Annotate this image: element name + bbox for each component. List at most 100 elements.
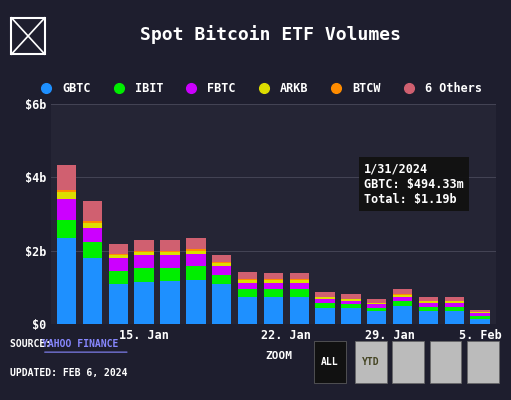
Bar: [341, 308, 361, 324]
Bar: [393, 297, 412, 301]
Bar: [471, 310, 490, 312]
Bar: [315, 297, 335, 299]
Text: ARKB: ARKB: [280, 82, 309, 94]
Bar: [134, 282, 154, 324]
Bar: [290, 289, 309, 296]
Bar: [109, 255, 128, 258]
Bar: [212, 266, 231, 274]
Bar: [445, 297, 464, 301]
Bar: [57, 220, 76, 238]
Bar: [393, 295, 412, 297]
Bar: [238, 282, 257, 289]
Bar: [160, 251, 180, 252]
Bar: [83, 201, 102, 221]
Bar: [57, 164, 76, 190]
Bar: [264, 273, 283, 279]
Text: GBTC: GBTC: [62, 82, 91, 94]
Bar: [109, 271, 128, 284]
Bar: [160, 255, 180, 268]
Bar: [238, 289, 257, 296]
Bar: [315, 308, 335, 324]
Text: ALL: ALL: [321, 357, 339, 367]
Bar: [367, 303, 386, 304]
Bar: [315, 292, 335, 296]
Bar: [290, 283, 309, 289]
Bar: [238, 296, 257, 324]
Bar: [341, 294, 361, 298]
Bar: [109, 258, 128, 271]
Text: YTD: YTD: [362, 357, 380, 367]
Bar: [341, 300, 361, 304]
Bar: [445, 303, 464, 307]
FancyBboxPatch shape: [467, 342, 499, 383]
Bar: [445, 301, 464, 303]
Text: 1/31/2024
GBTC: $494.33m
Total: $1.19b: 1/31/2024 GBTC: $494.33m Total: $1.19b: [364, 163, 463, 206]
Bar: [57, 238, 76, 324]
Text: BTCW: BTCW: [353, 82, 381, 94]
Text: YAHOO FINANCE: YAHOO FINANCE: [42, 339, 118, 349]
Bar: [83, 242, 102, 258]
Bar: [238, 279, 257, 280]
Bar: [419, 301, 438, 303]
Text: Spot Bitcoin ETF Volumes: Spot Bitcoin ETF Volumes: [141, 25, 401, 44]
Bar: [393, 289, 412, 294]
Bar: [109, 284, 128, 324]
Bar: [160, 268, 180, 281]
Bar: [393, 306, 412, 324]
Bar: [264, 282, 283, 289]
Bar: [315, 299, 335, 303]
FancyBboxPatch shape: [392, 342, 424, 383]
Bar: [290, 280, 309, 283]
Bar: [109, 254, 128, 255]
Bar: [57, 199, 76, 220]
Text: UPDATED: FEB 6, 2024: UPDATED: FEB 6, 2024: [10, 368, 128, 378]
Text: IBIT: IBIT: [135, 82, 164, 94]
Bar: [419, 303, 438, 307]
Bar: [367, 311, 386, 324]
Bar: [419, 297, 438, 301]
Bar: [212, 254, 231, 262]
Text: ZOOM: ZOOM: [266, 351, 293, 361]
Bar: [290, 279, 309, 280]
Bar: [419, 311, 438, 324]
Bar: [393, 301, 412, 306]
Bar: [212, 262, 231, 263]
Bar: [445, 311, 464, 324]
Bar: [134, 240, 154, 251]
Bar: [186, 249, 205, 251]
Bar: [471, 318, 490, 324]
Bar: [419, 307, 438, 311]
Bar: [160, 240, 180, 251]
Bar: [186, 251, 205, 254]
Bar: [134, 256, 154, 268]
Bar: [471, 312, 490, 313]
Bar: [445, 307, 464, 311]
Bar: [315, 296, 335, 297]
Bar: [212, 284, 231, 324]
Bar: [315, 303, 335, 308]
Bar: [264, 289, 283, 296]
Bar: [264, 296, 283, 324]
Bar: [264, 280, 283, 282]
FancyBboxPatch shape: [314, 342, 346, 383]
Bar: [264, 279, 283, 280]
Bar: [290, 296, 309, 324]
Bar: [341, 298, 361, 299]
Text: 6 Others: 6 Others: [425, 82, 482, 94]
Bar: [393, 294, 412, 295]
Bar: [160, 281, 180, 324]
Bar: [186, 238, 205, 249]
Bar: [341, 299, 361, 300]
Bar: [367, 308, 386, 311]
Bar: [212, 274, 231, 284]
Bar: [186, 266, 205, 280]
Bar: [83, 258, 102, 324]
FancyBboxPatch shape: [355, 342, 387, 383]
Bar: [290, 274, 309, 279]
Bar: [367, 304, 386, 308]
Bar: [367, 302, 386, 303]
Bar: [83, 223, 102, 228]
Bar: [471, 313, 490, 316]
Bar: [134, 268, 154, 282]
Bar: [57, 192, 76, 199]
